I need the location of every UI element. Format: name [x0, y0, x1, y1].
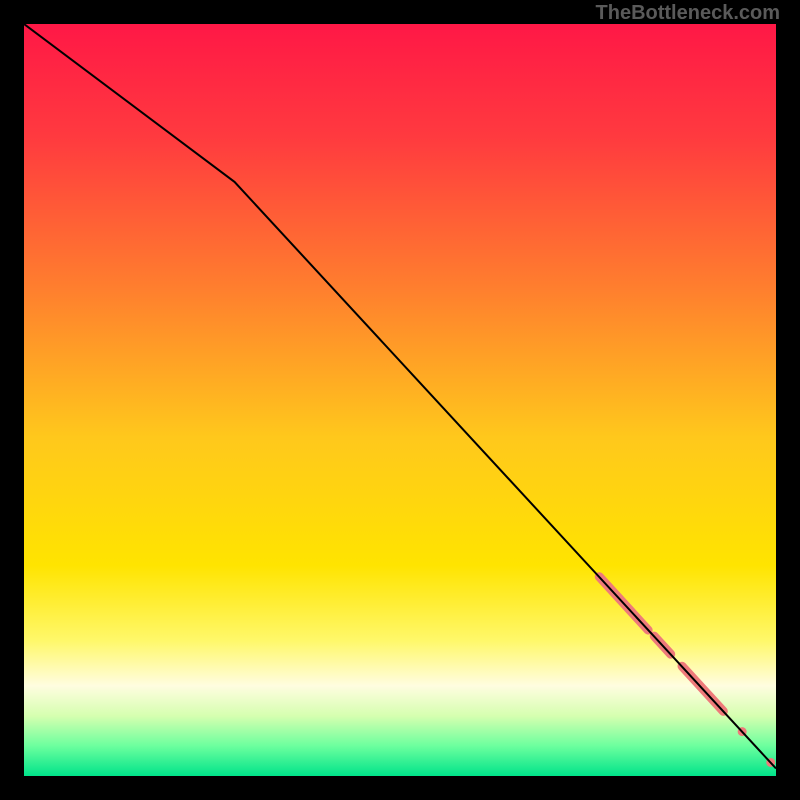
chart-background [24, 24, 776, 776]
chart-svg [24, 24, 776, 776]
watermark-text: TheBottleneck.com [596, 2, 780, 25]
chart-container [24, 24, 776, 776]
